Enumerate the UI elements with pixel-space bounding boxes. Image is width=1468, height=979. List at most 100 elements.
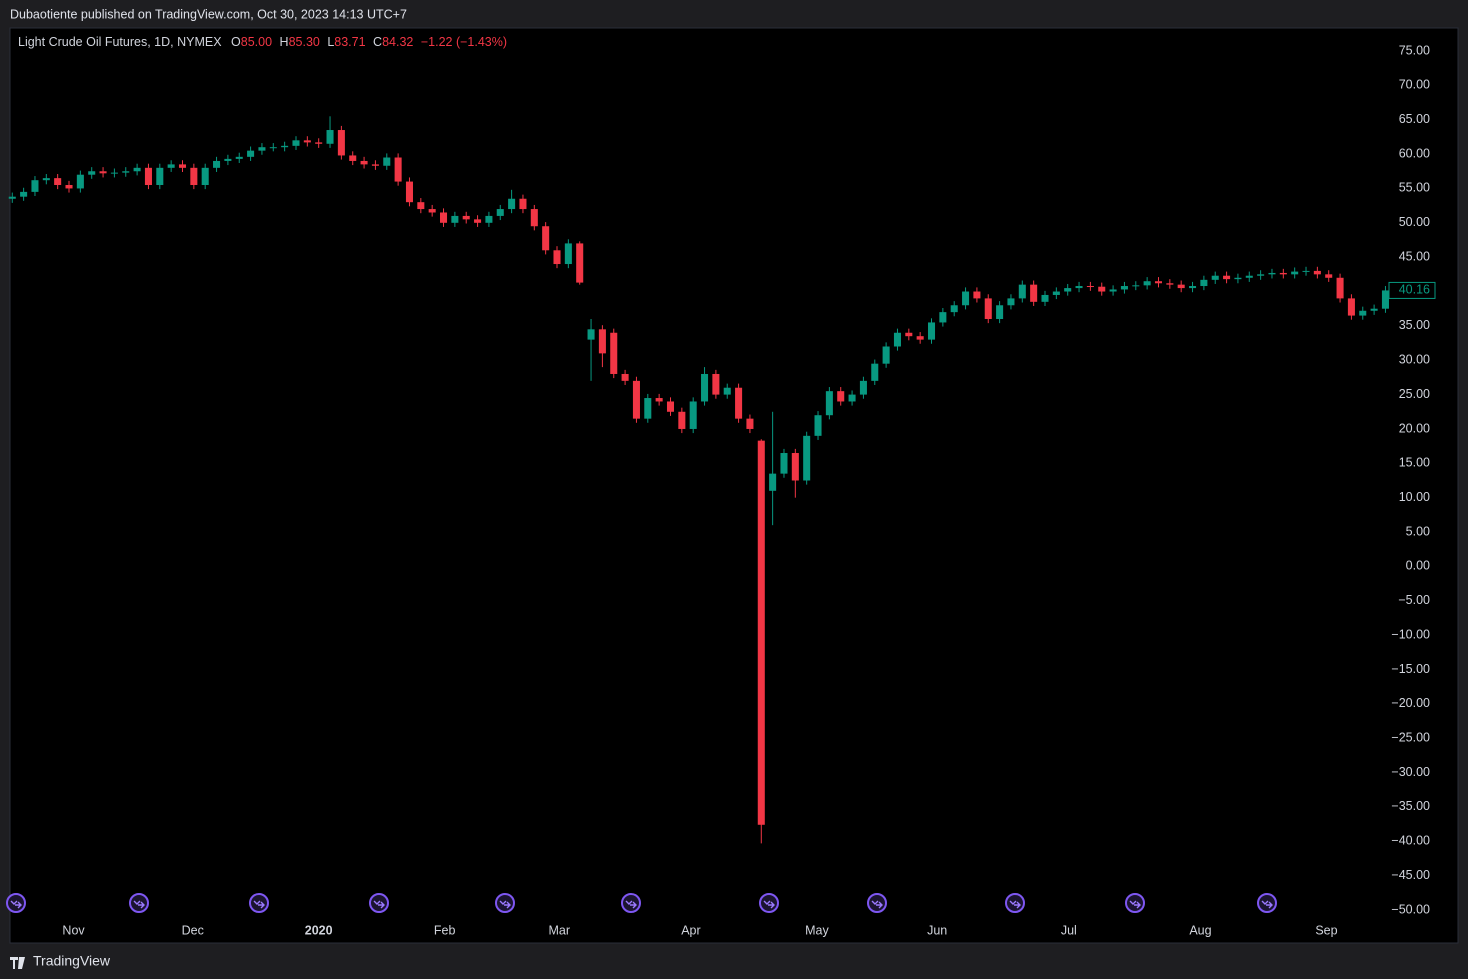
candle-body: [508, 198, 516, 210]
candle-body: [882, 346, 890, 364]
candle-body: [1030, 284, 1038, 302]
candle-body: [678, 411, 686, 429]
event-circle: [759, 893, 779, 913]
candle-body: [950, 305, 958, 313]
last-price-box: [1388, 281, 1436, 299]
y-tick-label: 10.00: [1399, 490, 1430, 504]
candle-body: [587, 329, 595, 340]
x-tick-label: Nov: [62, 923, 85, 937]
event-icon: [1129, 900, 1141, 909]
candle-body: [462, 215, 470, 220]
event-icon: [1261, 900, 1273, 909]
candle-body: [655, 398, 663, 402]
y-tick-label: −10.00: [1391, 627, 1430, 641]
candle-body: [553, 250, 561, 265]
x-tick-label: Feb: [434, 923, 456, 937]
y-tick-label: 45.00: [1399, 249, 1430, 263]
candle-body: [962, 291, 970, 306]
candle-body: [224, 158, 232, 161]
event-marker: [1257, 893, 1277, 913]
candle-body: [1018, 284, 1026, 299]
y-tick-label: 5.00: [1406, 524, 1430, 538]
candle-body: [1120, 286, 1128, 290]
event-icon: [253, 900, 265, 909]
y-tick-label: 30.00: [1399, 353, 1430, 367]
y-tick-label: 35.00: [1399, 318, 1430, 332]
event-marker: [6, 893, 26, 913]
y-tick-label: 75.00: [1399, 43, 1430, 57]
publisher-line: Dubaotiente published on TradingView.com…: [10, 7, 407, 21]
candle-body: [905, 332, 913, 337]
candle-body: [20, 191, 28, 197]
candle-body: [1325, 274, 1333, 278]
candle-body: [1257, 274, 1265, 276]
candle-body: [814, 415, 822, 436]
y-tick-label: −50.00: [1391, 902, 1430, 916]
candle-body: [598, 329, 606, 354]
candle-body: [156, 167, 164, 186]
candle-body: [65, 185, 73, 189]
footer-brand: TradingView: [33, 953, 111, 969]
y-tick-label: 70.00: [1399, 78, 1430, 92]
candle-body: [1109, 289, 1117, 292]
event-circle: [621, 893, 641, 913]
y-tick-label: −5.00: [1398, 593, 1430, 607]
candle-body: [848, 394, 856, 402]
y-tick-label: 55.00: [1399, 181, 1430, 195]
candle-body: [474, 219, 482, 223]
event-circle: [249, 893, 269, 913]
x-tick-label: Jul: [1061, 923, 1077, 937]
high-label: H: [280, 35, 289, 49]
legend: Light Crude Oil Futures, 1D, NYMEX O85.0…: [18, 35, 507, 49]
candle-body: [496, 209, 504, 216]
candle-body: [1234, 277, 1242, 280]
candle-body: [292, 140, 300, 146]
candle-body: [54, 178, 62, 186]
event-icon: [10, 900, 22, 909]
candle-body: [1291, 271, 1299, 275]
candle-body: [837, 391, 845, 402]
candle-body: [939, 312, 947, 323]
candle-body: [735, 387, 743, 419]
candle-body: [769, 473, 777, 491]
candle-body: [1154, 281, 1163, 284]
candle-body: [178, 164, 187, 168]
event-marker: [867, 893, 887, 913]
y-tick-label: 65.00: [1399, 112, 1430, 126]
y-tick-label: −35.00: [1391, 799, 1430, 813]
candle-body: [42, 178, 50, 181]
candle-body: [417, 202, 425, 210]
candle-body: [984, 298, 992, 320]
high-value: 85.30: [289, 35, 320, 49]
candle-body: [542, 226, 550, 251]
event-icon: [133, 900, 145, 909]
candle-body: [632, 380, 640, 419]
candle-body: [1223, 275, 1231, 280]
candle-body: [1166, 283, 1174, 285]
candle-body: [825, 391, 833, 416]
y-tick-label: −45.00: [1391, 868, 1430, 882]
y-tick-label: 25.00: [1399, 387, 1430, 401]
candle-body: [31, 180, 39, 192]
candle-body: [576, 243, 584, 283]
candle-body: [803, 435, 811, 481]
x-tick-label: Aug: [1189, 923, 1211, 937]
event-icon: [871, 900, 883, 909]
candle-body: [213, 160, 221, 168]
candle-body: [1302, 270, 1310, 272]
candle-body: [530, 209, 538, 227]
x-tick-label: Apr: [681, 923, 700, 937]
candle-body: [757, 440, 765, 825]
event-circle: [1005, 893, 1025, 913]
y-tick-label: 20.00: [1399, 421, 1430, 435]
candle-body: [1347, 298, 1355, 316]
x-tick-label: Mar: [549, 923, 571, 937]
candle-body: [927, 322, 936, 340]
candle-body: [235, 156, 243, 159]
candle-body: [893, 332, 901, 347]
low-value: 83.71: [334, 35, 365, 49]
candle-body: [440, 212, 448, 223]
x-tick-label: 2020: [305, 923, 333, 937]
